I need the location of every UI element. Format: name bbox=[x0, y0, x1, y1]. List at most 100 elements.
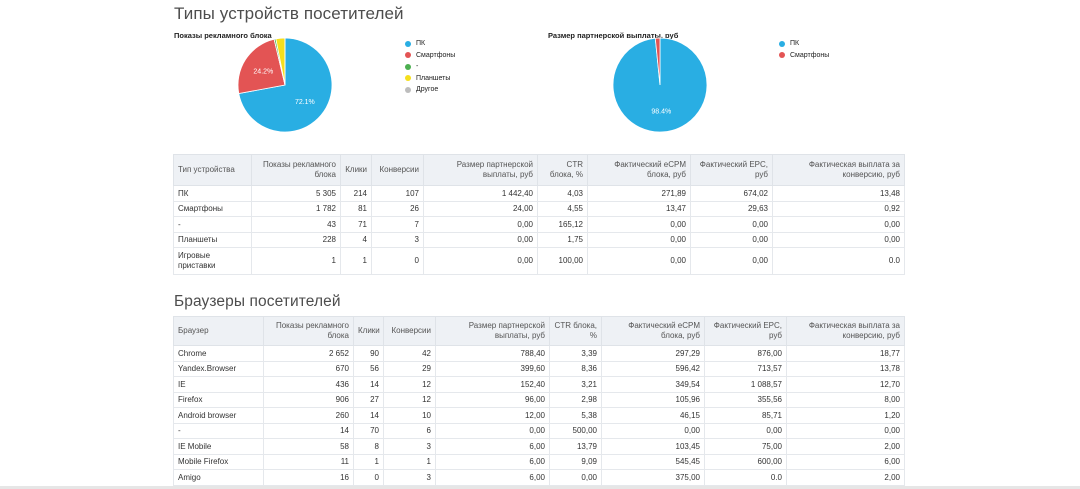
col-header-conversions[interactable]: Конверсии bbox=[383, 316, 436, 346]
pie-slice-smartphones[interactable] bbox=[237, 38, 286, 95]
cell-payout-per-conversion: 18,77 bbox=[786, 345, 905, 362]
cell-impressions: 2 652 bbox=[263, 345, 354, 362]
col-header-impressions[interactable]: Показы рекламного блока bbox=[263, 316, 354, 346]
col-header-clicks[interactable]: Клики bbox=[340, 154, 372, 186]
table-row: IE Mobile 58 8 3 6,00 13,79 103,45 75,00… bbox=[173, 438, 905, 455]
cell-payout: 1 442,40 bbox=[423, 185, 538, 202]
cell-payout: 6,00 bbox=[435, 438, 550, 455]
cell-payout: 6,00 bbox=[435, 469, 550, 486]
cell-browser: Yandex.Browser bbox=[173, 360, 264, 377]
legend-item-other[interactable]: Другое bbox=[405, 84, 455, 96]
cell-payout: 152,40 bbox=[435, 376, 550, 393]
cell-browser: Amigo bbox=[173, 469, 264, 486]
payout-pie-chart: 98.4% bbox=[612, 37, 708, 133]
cell-payout: 788,40 bbox=[435, 345, 550, 362]
pie-slice-label: 98.4% bbox=[651, 108, 671, 115]
cell-clicks: 0 bbox=[353, 469, 384, 486]
cell-payout-per-conversion: 0,00 bbox=[772, 231, 905, 248]
cell-ecpm: 545,45 bbox=[601, 453, 705, 470]
col-header-payout-per-conversion[interactable]: Фактическая выплата за конверсию, руб bbox=[786, 316, 905, 346]
legend-item-pc[interactable]: ПК bbox=[405, 38, 455, 50]
cell-ctr: 3,21 bbox=[549, 376, 602, 393]
legend-item-dash[interactable]: - bbox=[405, 61, 455, 73]
cell-payout-per-conversion: 6,00 bbox=[786, 453, 905, 470]
table-row: Игровые приставки 1 1 0 0,00 100,00 0,00… bbox=[173, 247, 905, 275]
col-header-payout-per-conversion[interactable]: Фактическая выплата за конверсию, руб bbox=[772, 154, 905, 186]
col-header-conversions[interactable]: Конверсии bbox=[371, 154, 424, 186]
col-header-ctr[interactable]: CTR блока, % bbox=[549, 316, 602, 346]
cell-clicks: 1 bbox=[353, 453, 384, 470]
col-header-clicks[interactable]: Клики bbox=[353, 316, 384, 346]
cell-clicks: 70 bbox=[353, 422, 384, 439]
cell-payout-per-conversion: 13,48 bbox=[772, 185, 905, 202]
legend-dot-dash bbox=[405, 63, 411, 70]
cell-conversions: 3 bbox=[371, 231, 424, 248]
cell-device: Планшеты bbox=[173, 231, 252, 248]
cell-impressions: 436 bbox=[263, 376, 354, 393]
cell-impressions: 11 bbox=[263, 453, 354, 470]
col-header-epc[interactable]: Фактический EPC, руб bbox=[690, 154, 773, 186]
col-header-ecpm[interactable]: Фактический eCPM блока, руб bbox=[587, 154, 691, 186]
cell-browser: IE bbox=[173, 376, 264, 393]
table-row: Firefox 906 27 12 96,00 2,98 105,96 355,… bbox=[173, 391, 905, 408]
cell-browser: - bbox=[173, 422, 264, 439]
pie-slice-label: 24.2% bbox=[253, 68, 273, 75]
cell-epc: 713,57 bbox=[704, 360, 787, 377]
col-header-device-type[interactable]: Тип устройства bbox=[173, 154, 252, 186]
pie-slice-smartphones[interactable] bbox=[654, 37, 661, 86]
legend-dot-smartphones bbox=[779, 52, 785, 59]
legend-item-smartphones[interactable]: Смартфоны bbox=[779, 50, 829, 62]
cell-ctr: 5,38 bbox=[549, 407, 602, 424]
table-row: IE 436 14 12 152,40 3,21 349,54 1 088,57… bbox=[173, 376, 905, 393]
payout-legend: ПК Смартфоны bbox=[779, 38, 829, 61]
cell-browser: IE Mobile bbox=[173, 438, 264, 455]
cell-payout: 0,00 bbox=[423, 231, 538, 248]
cell-payout-per-conversion: 0,00 bbox=[786, 422, 905, 439]
cell-clicks: 4 bbox=[340, 231, 372, 248]
cell-conversions: 6 bbox=[383, 422, 436, 439]
cell-conversions: 3 bbox=[383, 469, 436, 486]
col-header-ecpm[interactable]: Фактический eCPM блока, руб bbox=[601, 316, 705, 346]
browsers-table: Браузер Показы рекламного блока Клики Ко… bbox=[173, 316, 905, 486]
col-header-epc[interactable]: Фактический EPC, руб bbox=[704, 316, 787, 346]
cell-ecpm: 105,96 bbox=[601, 391, 705, 408]
cell-ctr: 13,79 bbox=[549, 438, 602, 455]
legend-item-smartphones[interactable]: Смартфоны bbox=[405, 50, 455, 62]
cell-clicks: 27 bbox=[353, 391, 384, 408]
cell-payout: 24,00 bbox=[423, 200, 538, 217]
cell-clicks: 1 bbox=[340, 247, 372, 275]
cell-device: Игровые приставки bbox=[173, 247, 252, 275]
cell-ecpm: 0,00 bbox=[587, 247, 691, 275]
cell-clicks: 14 bbox=[353, 407, 384, 424]
cell-impressions: 228 bbox=[251, 231, 341, 248]
cell-ecpm: 297,29 bbox=[601, 345, 705, 362]
legend-label: - bbox=[416, 63, 419, 71]
legend-item-pc[interactable]: ПК bbox=[779, 38, 829, 50]
col-header-ctr[interactable]: CTR блока, % bbox=[537, 154, 588, 186]
cell-clicks: 8 bbox=[353, 438, 384, 455]
col-header-payout[interactable]: Размер партнерской выплаты, руб bbox=[435, 316, 550, 346]
cell-ctr: 2,98 bbox=[549, 391, 602, 408]
cell-impressions: 1 bbox=[251, 247, 341, 275]
cell-ecpm: 0,00 bbox=[601, 422, 705, 439]
col-header-payout[interactable]: Размер партнерской выплаты, руб bbox=[423, 154, 538, 186]
col-header-browser[interactable]: Браузер bbox=[173, 316, 264, 346]
cell-ecpm: 271,89 bbox=[587, 185, 691, 202]
browsers-table-header: Браузер Показы рекламного блока Клики Ко… bbox=[173, 316, 905, 346]
cell-payout: 6,00 bbox=[435, 453, 550, 470]
devices-table-header: Тип устройства Показы рекламного блока К… bbox=[173, 154, 905, 186]
cell-ecpm: 375,00 bbox=[601, 469, 705, 486]
cell-ecpm: 103,45 bbox=[601, 438, 705, 455]
legend-item-tablets[interactable]: Планшеты bbox=[405, 73, 455, 85]
cell-payout-per-conversion: 2,00 bbox=[786, 469, 905, 486]
cell-device: ПК bbox=[173, 185, 252, 202]
cell-clicks: 14 bbox=[353, 376, 384, 393]
col-header-impressions[interactable]: Показы рекламного блока bbox=[251, 154, 341, 186]
cell-browser: Chrome bbox=[173, 345, 264, 362]
cell-clicks: 81 bbox=[340, 200, 372, 217]
cell-conversions: 107 bbox=[371, 185, 424, 202]
cell-clicks: 56 bbox=[353, 360, 384, 377]
pie-slice-label: 72.1% bbox=[295, 99, 315, 106]
cell-ecpm: 0,00 bbox=[587, 231, 691, 248]
cell-ctr: 9,09 bbox=[549, 453, 602, 470]
